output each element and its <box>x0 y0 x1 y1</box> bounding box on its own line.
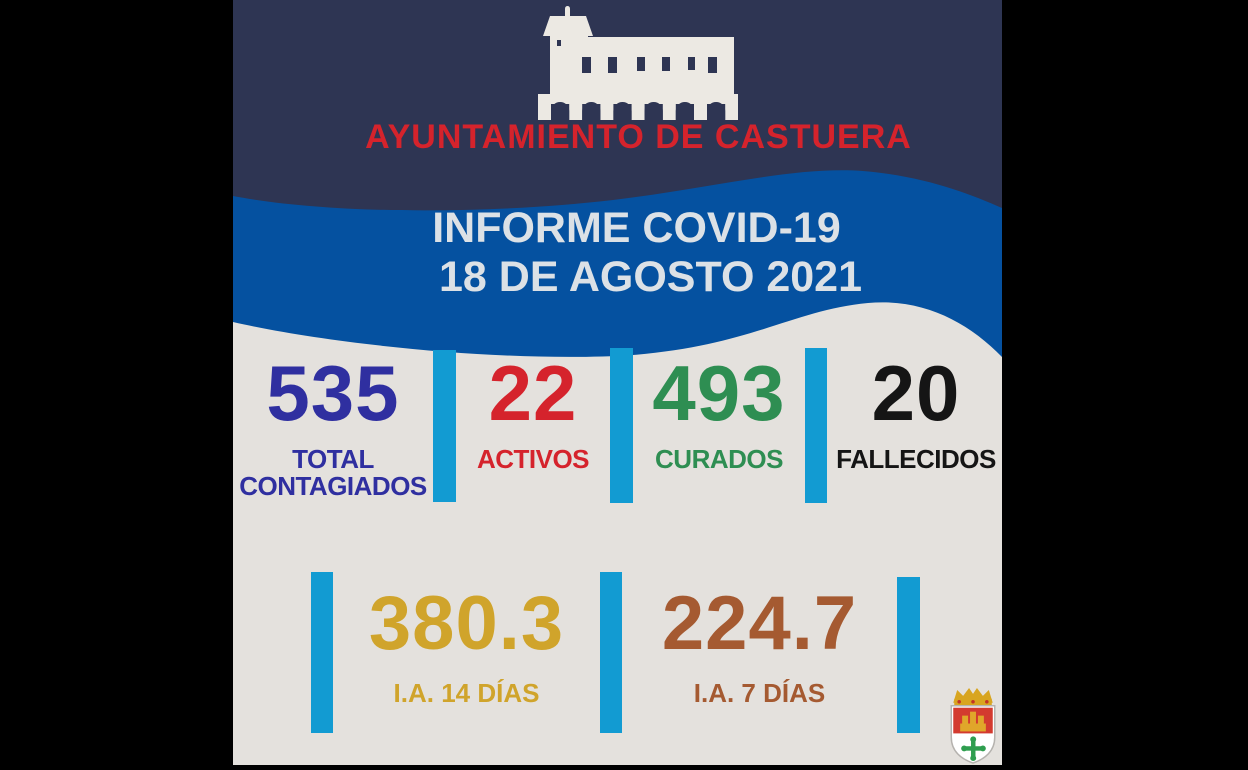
stat-fallecidos-value: 20 <box>871 349 961 437</box>
stat-activos: 22 ACTIVOS <box>456 352 610 473</box>
stat-total-value: 535 <box>266 349 400 437</box>
stat-curados-label: CURADOS <box>655 444 783 474</box>
divider-bar-3 <box>805 348 827 503</box>
divider-bar-1 <box>433 350 456 502</box>
stat-curados-value: 493 <box>652 349 786 437</box>
stat-total-contagiados: 535 TOTAL CONTAGIADOS <box>233 352 433 500</box>
report-title-line1: INFORME COVID-19 <box>432 204 841 252</box>
stat-curados: 493 CURADOS <box>633 352 805 473</box>
stat-fallecidos-label: FALLECIDOS <box>836 444 996 474</box>
divider-bar-5 <box>600 572 622 733</box>
stat-total-label: TOTAL CONTAGIADOS <box>239 444 427 501</box>
stat-ia-7-dias: 224.7 I.A. 7 DÍAS <box>622 581 897 708</box>
divider-bar-4 <box>311 572 333 733</box>
municipality-title: AYUNTAMIENTO DE CASTUERA <box>365 118 912 156</box>
divider-bar-2 <box>610 348 633 503</box>
poster-content: AYUNTAMIENTO DE CASTUERA INFORME COVID-1… <box>233 0 1002 765</box>
ia7-value: 224.7 <box>661 581 858 666</box>
castuera-coat-of-arms-icon <box>950 687 996 764</box>
report-title: INFORME COVID-19 18 DE AGOSTO 2021 <box>233 204 1002 302</box>
stat-ia-14-dias: 380.3 I.A. 14 DÍAS <box>333 581 600 708</box>
stat-fallecidos: 20 FALLECIDOS <box>827 352 1002 473</box>
town-hall-icon <box>538 6 738 120</box>
ia14-value: 380.3 <box>368 581 565 666</box>
ia7-label: I.A. 7 DÍAS <box>693 678 826 708</box>
report-title-line2: 18 DE AGOSTO 2021 <box>438 253 863 301</box>
stat-activos-label: ACTIVOS <box>476 444 590 474</box>
divider-bar-6 <box>897 577 920 733</box>
ia14-label: I.A. 14 DÍAS <box>393 678 540 708</box>
stat-activos-value: 22 <box>488 349 578 437</box>
